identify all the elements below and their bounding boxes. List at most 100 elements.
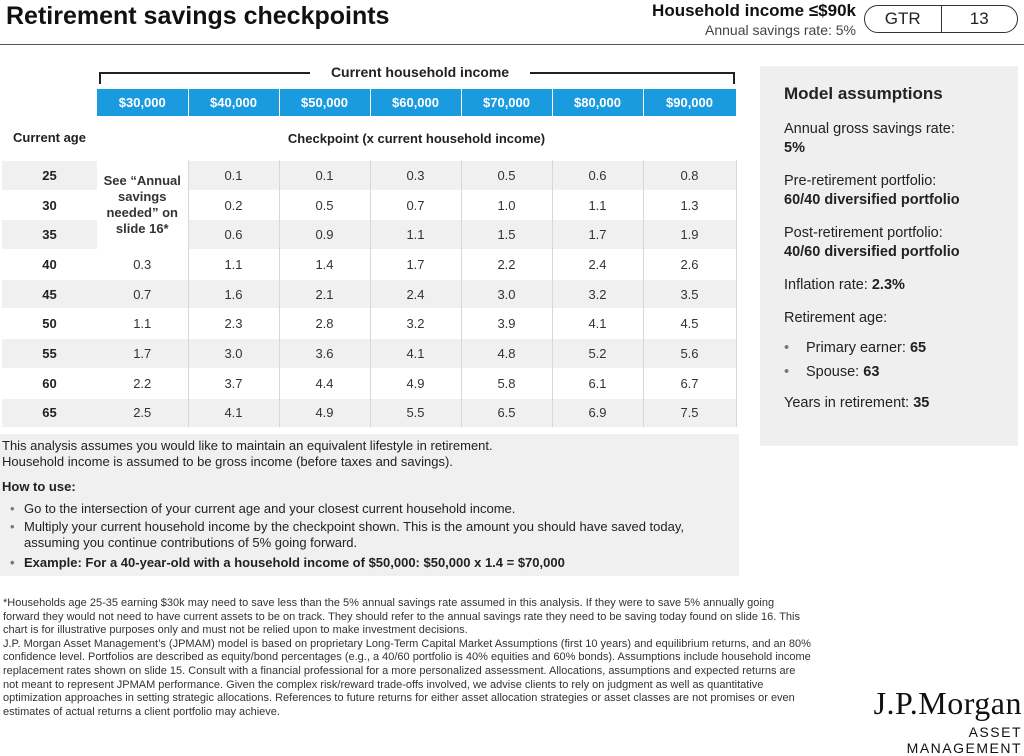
page-title: Retirement savings checkpoints (6, 2, 390, 30)
table-row: 25 See “Annual savings needed” on slide 1… (2, 159, 737, 250)
assumption-label: Spouse: (806, 364, 860, 380)
checkpoint-cell: 6.1 (552, 367, 644, 398)
age-cell: 45 (2, 278, 97, 309)
age-cell: 60 (2, 367, 97, 398)
checkpoint-cell: 1.5 (461, 219, 553, 250)
checkpoint-cell: 2.4 (552, 249, 644, 280)
checkpoint-cell: 2.2 (461, 249, 553, 280)
checkpoint-cell: 1.4 (279, 249, 371, 280)
slide-16-note: See “Annual savings needed” on slide 16* (97, 159, 189, 250)
checkpoint-cell: 2.3 (188, 308, 280, 339)
household-income-label: Household income ≤$90k (652, 1, 856, 20)
checkpoint-cell: 5.8 (461, 367, 553, 398)
income-group-label: Current household income (310, 64, 530, 80)
income-header: $60,000 (370, 89, 462, 116)
checkpoint-cell: 0.8 (643, 160, 737, 191)
checkpoint-cell: 4.9 (279, 397, 371, 428)
assumption-label: Pre-retirement portfolio: (784, 173, 937, 189)
primary-earner-item: Primary earner: 65 (784, 340, 1018, 356)
age-column-header: Current age (13, 130, 86, 145)
table-row: 40 0.3 1.1 1.4 1.7 2.2 2.4 2.6 (2, 249, 737, 280)
checkpoint-cell: 6.7 (643, 367, 737, 398)
footnote: *Households age 25-35 earning $30k may n… (3, 597, 811, 719)
table-row: 60 2.2 3.7 4.4 4.9 5.8 6.1 6.7 (2, 367, 737, 398)
inflation-assumption: Inflation rate: 2.3% (784, 276, 1018, 295)
checkpoint-header: Checkpoint (x current household income) (287, 130, 546, 146)
logo-division: ASSET MANAGEMENT (906, 724, 1022, 756)
table-row: 45 0.7 1.6 2.1 2.4 3.0 3.2 3.5 (2, 278, 737, 309)
checkpoint-cell: 0.5 (461, 160, 553, 191)
checkpoint-cell: 1.1 (552, 189, 644, 220)
table-row: 50 1.1 2.3 2.8 3.2 3.9 4.1 4.5 (2, 308, 737, 339)
age-cell: 25 (2, 160, 97, 191)
checkpoint-cell: 4.1 (552, 308, 644, 339)
checkpoint-cell: 4.1 (370, 338, 462, 369)
age-cell: 35 (2, 219, 97, 250)
checkpoint-cell: 0.3 (370, 160, 462, 191)
checkpoint-cell: 4.9 (370, 367, 462, 398)
checkpoint-cell: 1.1 (188, 249, 280, 280)
checkpoint-cell: 0.9 (279, 219, 371, 250)
checkpoint-cell: 0.2 (188, 189, 280, 220)
checkpoint-cell: 4.5 (643, 308, 737, 339)
header-divider (0, 44, 1024, 45)
checkpoint-cell: 5.6 (643, 338, 737, 369)
assumption-value: 35 (913, 395, 930, 411)
table-row: 55 1.7 3.0 3.6 4.1 4.8 5.2 5.6 (2, 338, 737, 369)
checkpoint-cell: 1.7 (552, 219, 644, 250)
checkpoint-cell: 3.6 (279, 338, 371, 369)
assumption-label: Primary earner: (806, 340, 906, 356)
age-cell: 65 (2, 397, 97, 428)
corner-cell (2, 89, 97, 116)
assumption-label: Post-retirement portfolio: (784, 225, 943, 241)
checkpoint-cell: 6.9 (552, 397, 644, 428)
table-row: 35 0.6 0.9 1.1 1.5 1.7 1.9 (2, 219, 737, 250)
checkpoint-cell: 2.4 (370, 278, 462, 309)
assumption-value: 65 (909, 340, 927, 356)
checkpoint-cell: 2.5 (97, 397, 189, 428)
model-assumptions-panel: Model assumptions Annual gross savings r… (760, 66, 1018, 446)
income-header: $40,000 (188, 89, 280, 116)
checkpoint-cell: 7.5 (643, 397, 737, 428)
spouse-item: Spouse: 63 (784, 364, 1018, 380)
checkpoint-cell: 1.1 (97, 308, 189, 339)
income-header: $30,000 (97, 89, 189, 116)
badge-gtr: GTR (865, 6, 942, 32)
intro-line: Household income is assumed to be gross … (2, 454, 453, 469)
table-row: 30 0.2 0.5 0.7 1.0 1.1 1.3 (2, 189, 737, 220)
checkpoint-cell: 3.7 (188, 367, 280, 398)
assumption-label: Years in retirement: (784, 395, 910, 411)
checkpoint-cell: 5.5 (370, 397, 462, 428)
intro-line: This analysis assumes you would like to … (2, 438, 493, 453)
assumption-label: Annual gross savings rate: (784, 121, 955, 137)
checkpoint-cell: 3.0 (188, 338, 280, 369)
income-header: $50,000 (279, 89, 371, 116)
how-to-step: Go to the intersection of your current a… (2, 501, 737, 517)
checkpoint-cell: 0.1 (188, 160, 280, 191)
checkpoint-cell: 1.1 (370, 219, 462, 250)
checkpoint-cell: 4.1 (188, 397, 280, 428)
savings-rate-label: Annual savings rate: 5% (705, 22, 856, 38)
logo-wordmark: J.P.Morgan (873, 685, 1022, 721)
checkpoint-cell: 3.5 (643, 278, 737, 309)
post-retirement-assumption: Post-retirement portfolio: 40/60 diversi… (784, 224, 1018, 262)
checkpoint-cell: 1.0 (461, 189, 553, 220)
checkpoint-cell: 3.0 (461, 278, 553, 309)
checkpoint-cell: 0.7 (97, 278, 189, 309)
checkpoint-cell: 4.4 (279, 367, 371, 398)
checkpoint-cell: 1.6 (188, 278, 280, 309)
age-cell: 50 (2, 308, 97, 339)
assumptions-title: Model assumptions (784, 84, 943, 103)
checkpoint-cell: 0.7 (370, 189, 462, 220)
checkpoint-cell: 0.6 (552, 160, 644, 191)
page-badge: GTR 13 (864, 5, 1018, 33)
checkpoint-cell: 3.9 (461, 308, 553, 339)
checkpoint-cell: 0.6 (188, 219, 280, 250)
years-in-retirement-assumption: Years in retirement: 35 (784, 394, 1018, 413)
how-to-heading: How to use: (2, 479, 76, 494)
checkpoint-cell: 0.5 (279, 189, 371, 220)
retirement-age-assumption: Retirement age: (784, 310, 888, 326)
assumption-value: 5% (784, 140, 805, 156)
checkpoint-cell: 1.3 (643, 189, 737, 220)
income-header: $90,000 (643, 89, 737, 116)
